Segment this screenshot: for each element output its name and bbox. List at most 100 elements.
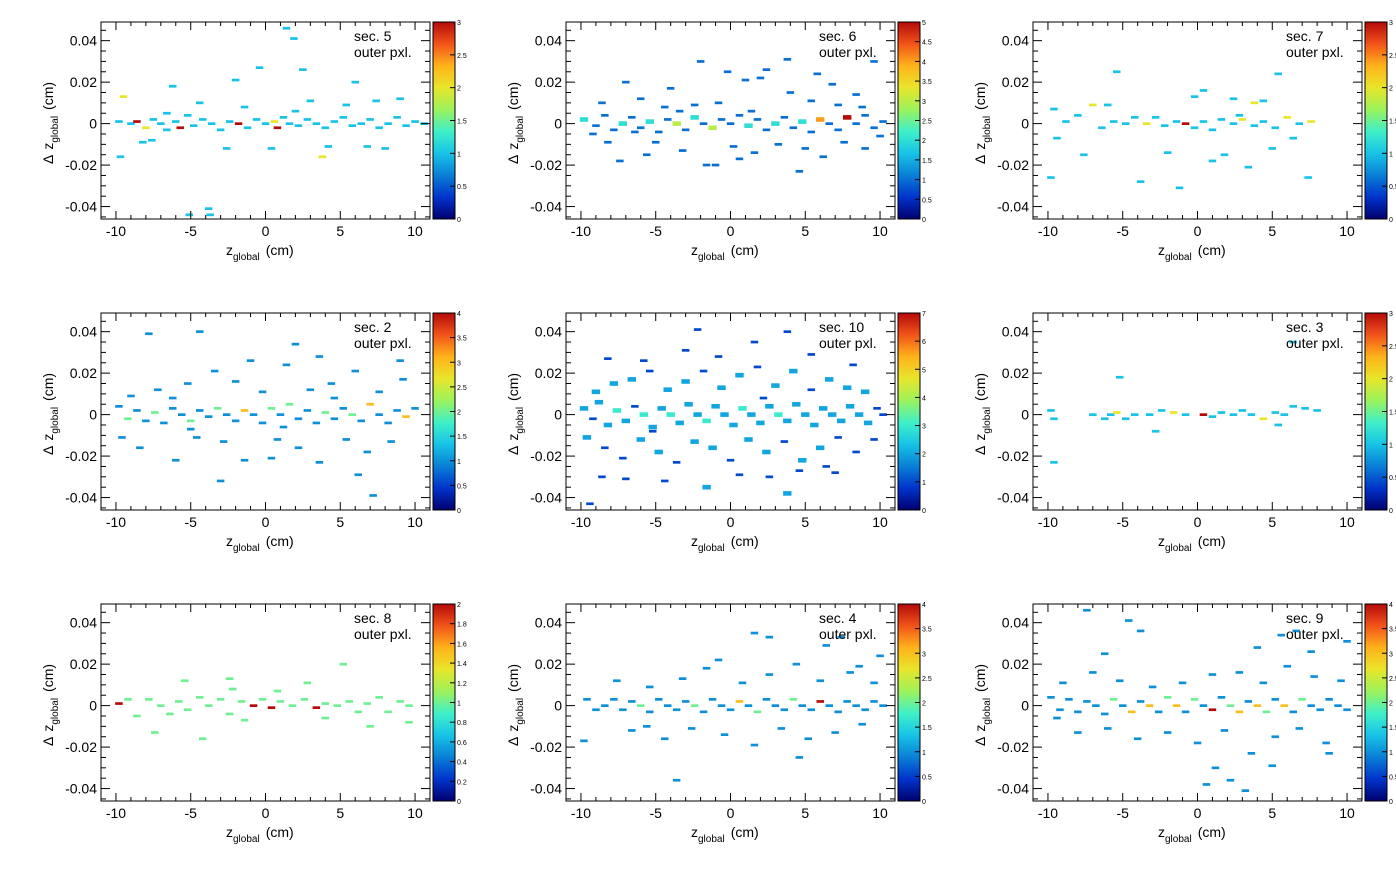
heatmap-cell bbox=[834, 436, 842, 439]
heatmap-cell bbox=[273, 689, 282, 693]
heatmap-cell bbox=[166, 712, 174, 716]
heatmap-cell bbox=[1247, 413, 1256, 416]
heatmap-cell bbox=[145, 698, 153, 701]
heatmap-cell bbox=[1122, 417, 1130, 421]
heatmap-cell bbox=[240, 458, 249, 462]
heatmap-cell bbox=[780, 440, 789, 443]
y-tick-label: -0.04 bbox=[530, 490, 562, 506]
heatmap-cell bbox=[1226, 704, 1235, 707]
x-axis-label: zglobal (cm) bbox=[691, 824, 759, 845]
heatmap-cell bbox=[783, 58, 792, 61]
sector-label: sec. 6 bbox=[819, 28, 857, 44]
heatmap-cell bbox=[1157, 409, 1166, 412]
heatmap-cell bbox=[852, 450, 860, 454]
heatmap-cell bbox=[628, 700, 636, 703]
x-tick-label: 5 bbox=[1268, 805, 1276, 821]
y-axis-label: Δzglobal (cm) bbox=[40, 373, 61, 455]
heatmap-cell bbox=[807, 99, 815, 103]
x-axis-label: zglobal (cm) bbox=[1158, 824, 1226, 845]
heatmap-cell bbox=[717, 385, 726, 390]
heatmap-cell bbox=[693, 412, 702, 417]
color-bar-tick-label: 1 bbox=[457, 701, 461, 708]
heatmap-cell bbox=[196, 330, 204, 333]
heatmap-cell bbox=[726, 458, 735, 462]
heatmap-cell bbox=[1343, 640, 1351, 643]
heatmap-cell bbox=[246, 359, 255, 362]
heatmap-cell bbox=[127, 122, 135, 125]
y-tick-label: -0.02 bbox=[65, 448, 97, 464]
heatmap-cell bbox=[834, 710, 842, 714]
x-tick-label: 0 bbox=[727, 514, 735, 530]
x-tick-label: -5 bbox=[185, 514, 198, 530]
color-bar-tick-label: 2.5 bbox=[922, 119, 932, 126]
heatmap-cell bbox=[580, 739, 588, 743]
heatmap-cell bbox=[1280, 704, 1288, 707]
heatmap-cell bbox=[834, 103, 842, 107]
heatmap-cell bbox=[1271, 698, 1279, 701]
color-bar-tick-label: 4 bbox=[922, 395, 926, 402]
heatmap-cell bbox=[127, 394, 135, 398]
color-bar-tick-label: 7 bbox=[922, 311, 926, 318]
heatmap-cell bbox=[222, 147, 231, 150]
heatmap-cell bbox=[1289, 405, 1297, 408]
heatmap-cell bbox=[789, 126, 798, 130]
heatmap-cell bbox=[610, 128, 618, 132]
color-bar-tick-label: 0.5 bbox=[1389, 184, 1396, 191]
x-axis-label-unit: (cm) bbox=[266, 533, 294, 549]
y-axis-label: Δzglobal (cm) bbox=[505, 373, 526, 455]
heatmap-cell bbox=[1098, 126, 1106, 130]
heatmap-cell bbox=[765, 475, 774, 479]
heatmap-cell bbox=[666, 87, 675, 90]
y-tick-label: 0.02 bbox=[70, 74, 97, 90]
heatmap-cell bbox=[681, 379, 690, 384]
color-bar bbox=[897, 312, 921, 511]
heatmap-cell bbox=[1169, 411, 1178, 414]
plot-frame bbox=[100, 603, 431, 802]
pixel-layer-label: outer pxl. bbox=[819, 626, 877, 642]
heatmap-cell bbox=[1244, 165, 1253, 169]
heatmap-cell bbox=[1295, 122, 1303, 125]
heatmap-cell bbox=[148, 138, 156, 142]
y-axis-label-sub: global bbox=[515, 698, 526, 725]
heatmap-cell bbox=[631, 405, 639, 408]
heatmap-cell bbox=[267, 147, 276, 150]
heatmap-cell bbox=[843, 385, 852, 390]
x-axis-label-sub: global bbox=[698, 834, 725, 845]
x-tick-label: -5 bbox=[1117, 223, 1130, 239]
heatmap-cell bbox=[255, 66, 264, 69]
heatmap-cell bbox=[1199, 413, 1208, 416]
color-bar-tick-label: 0.4 bbox=[457, 760, 467, 767]
y-tick-label: 0 bbox=[89, 698, 97, 714]
heatmap-cell bbox=[1208, 415, 1217, 418]
heatmap-cell bbox=[285, 122, 294, 125]
heatmap-cell bbox=[1080, 153, 1088, 157]
heatmap-cell bbox=[879, 413, 887, 416]
heatmap-cell bbox=[1151, 429, 1160, 433]
y-tick-label: 0.04 bbox=[535, 33, 562, 49]
heatmap-cell bbox=[613, 679, 621, 683]
heatmap-cell bbox=[652, 140, 660, 144]
heatmap-cell bbox=[375, 126, 383, 130]
x-tick-label: -10 bbox=[106, 805, 126, 821]
heatmap-cell bbox=[795, 469, 804, 472]
heatmap-cell bbox=[601, 704, 609, 707]
x-tick-label: 5 bbox=[801, 514, 809, 530]
x-axis-label-sub: global bbox=[1165, 252, 1192, 263]
heatmap-cell bbox=[711, 404, 720, 409]
heatmap-cell bbox=[843, 115, 852, 120]
heatmap-cell bbox=[261, 122, 270, 125]
heatmap-cell bbox=[1151, 116, 1160, 119]
heatmap-cell bbox=[1307, 120, 1315, 123]
heatmap-cell bbox=[616, 159, 624, 163]
heatmap-cell bbox=[411, 407, 419, 410]
heatmap-cell bbox=[654, 449, 663, 455]
pixel-layer-label: outer pxl. bbox=[819, 335, 877, 351]
heatmap-cell bbox=[822, 644, 830, 647]
y-axis-label-symbol: Δ bbox=[972, 737, 988, 746]
heatmap-cell bbox=[228, 687, 237, 691]
color-bar-tick-label: 1 bbox=[1389, 442, 1393, 449]
heatmap-cell bbox=[852, 704, 860, 707]
heatmap-cell bbox=[648, 424, 657, 430]
